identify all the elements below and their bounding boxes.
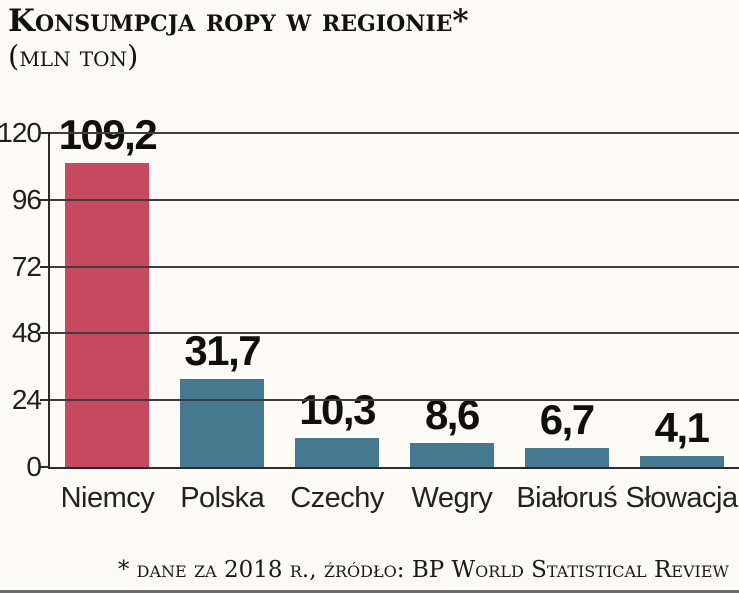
- gridline-96: [50, 198, 739, 201]
- bars-row: 109,2 Niemcy 31,7 Polska 10,3 Czechy 8,6 Wegry 6…: [50, 114, 739, 514]
- gridline-72: [50, 265, 739, 268]
- chart-column-polska: 31,7 Polska: [165, 133, 280, 514]
- gridline-48: [50, 332, 739, 335]
- bar-value-slowacja: 4,1: [654, 403, 710, 451]
- gridline-120: [50, 132, 739, 134]
- chart-subtitle: (mln ton): [8, 39, 139, 73]
- y-axis-tick-mark: [40, 198, 50, 201]
- y-axis-tick-mark: [40, 399, 50, 402]
- bar-value-polska: 31,7: [184, 326, 261, 374]
- y-axis-tick-mark: [40, 265, 50, 268]
- chart-column-bialorus: 6,7 Białoruś: [509, 133, 624, 514]
- category-label-niemcy: Niemcy: [60, 482, 155, 514]
- y-axis-tick-label: 0: [26, 451, 42, 482]
- bar-value-niemcy: 109,2: [58, 111, 158, 159]
- chart-title: Konsumpcja ropy w regionie*: [8, 3, 469, 39]
- category-label-slowacja: Słowacja: [625, 482, 739, 514]
- y-axis-tick-label: 96: [11, 183, 42, 215]
- chart-column-niemcy: 109,2 Niemcy: [50, 114, 165, 514]
- bar-slowacja: [639, 455, 724, 467]
- bar-niemcy: [65, 163, 150, 467]
- bar-polska: [180, 378, 265, 467]
- y-axis-tick-label: 48: [11, 317, 42, 349]
- bar-czechy: [295, 438, 380, 467]
- category-label-bialorus: Białoruś: [516, 482, 618, 514]
- category-label-polska: Polska: [180, 482, 265, 514]
- chart-column-slowacja: 4,1 Słowacja: [624, 133, 739, 514]
- bar-bialorus: [524, 448, 609, 467]
- source-footnote: * dane za 2018 r., źródło: BP World Stat…: [117, 557, 729, 583]
- bar-value-bialorus: 6,7: [539, 396, 595, 444]
- bar-value-czechy: 10,3: [299, 386, 376, 434]
- y-axis-tick-label: 72: [11, 250, 42, 282]
- y-axis-tick-label: 24: [11, 384, 42, 416]
- y-axis-tick-mark: [40, 466, 50, 468]
- y-axis-tick-label: 120: [0, 117, 42, 148]
- category-label-czechy: Czechy: [290, 482, 384, 514]
- y-axis-tick-mark: [40, 332, 50, 335]
- chart-header: Konsumpcja ropy w regionie* (mln ton): [8, 2, 469, 72]
- chart-column-wegry: 8,6 Wegry: [394, 133, 509, 514]
- y-axis-tick-mark: [40, 132, 50, 134]
- gridline-24: [50, 399, 739, 402]
- bar-wegry: [409, 443, 494, 467]
- plot-area: 109,2 Niemcy 31,7 Polska 10,3 Czechy 8,6 Wegry 6…: [0, 114, 739, 514]
- category-label-wegry: Wegry: [411, 482, 493, 514]
- chart-column-czechy: 10,3 Czechy: [280, 133, 395, 514]
